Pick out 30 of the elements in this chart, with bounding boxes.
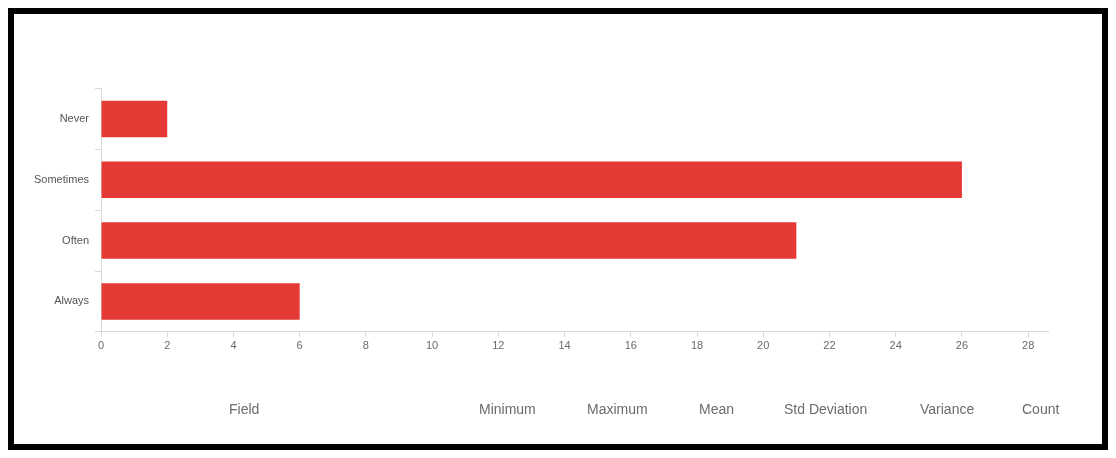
x-tick-label: 6 bbox=[296, 339, 303, 352]
x-tick-label: 22 bbox=[823, 339, 836, 352]
text: Mean bbox=[699, 401, 735, 417]
x-tick-label: 26 bbox=[955, 339, 969, 352]
bar bbox=[101, 161, 962, 199]
x-tick-label: 12 bbox=[492, 339, 505, 352]
y-tick-label: Sometimes bbox=[33, 172, 90, 185]
y-tick-label: Always bbox=[54, 294, 90, 307]
x-tick-label: 0 bbox=[97, 339, 105, 352]
text: Count bbox=[1022, 401, 1060, 417]
text: Minimum bbox=[479, 401, 536, 417]
x-tick-label: 18 bbox=[690, 339, 704, 352]
text: Field bbox=[229, 401, 260, 417]
x-tick-label: 8 bbox=[362, 339, 369, 352]
y-tick-label: Never bbox=[59, 112, 90, 125]
x-tick-label: 28 bbox=[1022, 339, 1035, 352]
text: Std Deviation bbox=[784, 401, 868, 417]
bar bbox=[101, 222, 797, 259]
x-tick-label: 2 bbox=[164, 339, 171, 352]
x-tick-label: 4 bbox=[230, 339, 237, 352]
x-tick-label: 16 bbox=[624, 339, 637, 352]
y-tick-label: Often bbox=[62, 233, 90, 246]
bar bbox=[101, 283, 300, 320]
bar bbox=[101, 100, 168, 138]
x-tick-label: 14 bbox=[558, 339, 571, 352]
x-tick-label: 20 bbox=[757, 339, 770, 352]
text: Maximum bbox=[587, 401, 648, 417]
x-tick-label: 24 bbox=[889, 339, 902, 352]
x-tick-label: 10 bbox=[426, 339, 439, 352]
text: Variance bbox=[920, 401, 975, 417]
